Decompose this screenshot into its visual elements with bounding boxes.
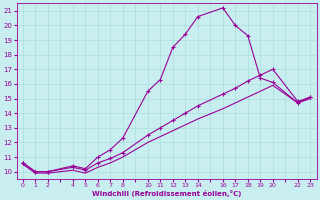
X-axis label: Windchill (Refroidissement éolien,°C): Windchill (Refroidissement éolien,°C) xyxy=(92,190,241,197)
